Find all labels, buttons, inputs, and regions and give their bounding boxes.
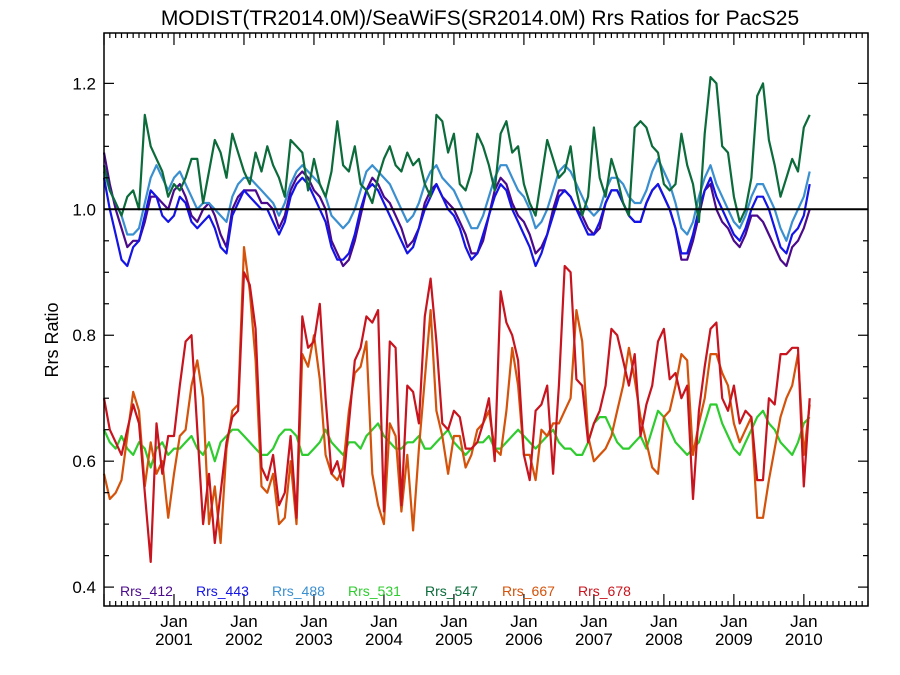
x-tick-label-month: Jan bbox=[580, 612, 607, 631]
legend-item-rrs-443: Rrs_443 bbox=[196, 583, 249, 599]
legend-item-rrs-678: Rrs_678 bbox=[578, 583, 631, 599]
legend-item-rrs-412: Rrs_412 bbox=[120, 583, 173, 599]
legend-item-rrs-547: Rrs_547 bbox=[425, 583, 478, 599]
x-tick-label-month: Jan bbox=[160, 612, 187, 631]
series-line-rrs-667 bbox=[102, 246, 811, 545]
series-line-rrs-547 bbox=[102, 75, 811, 223]
x-tick-label-month: Jan bbox=[230, 612, 257, 631]
x-tick-label-year: 2005 bbox=[435, 630, 473, 649]
plot-frame bbox=[103, 32, 869, 607]
x-tick-label-month: Jan bbox=[720, 612, 747, 631]
x-tick-label-year: 2004 bbox=[365, 630, 403, 649]
x-tick-label-year: 2010 bbox=[785, 630, 823, 649]
x-axis: Jan2001Jan2002Jan2003Jan2004Jan2005Jan20… bbox=[103, 33, 869, 649]
plot-lines bbox=[102, 75, 811, 564]
legend-item-rrs-531: Rrs_531 bbox=[348, 583, 401, 599]
y-tick-label: 0.8 bbox=[72, 326, 96, 345]
x-tick-label-year: 2002 bbox=[225, 630, 263, 649]
x-tick-label-month: Jan bbox=[440, 612, 467, 631]
y-axis: 0.4 0.6 0.8 1.0 1.2 bbox=[72, 74, 868, 597]
series-line-rrs-488 bbox=[102, 157, 811, 242]
y-tick-label: 1.0 bbox=[72, 200, 96, 219]
series-line-rrs-443 bbox=[102, 176, 811, 268]
legend: Rrs_412 Rrs_443 Rrs_488 Rrs_531 Rrs_547 Rrs_6… bbox=[120, 583, 631, 599]
x-tick-label-year: 2008 bbox=[645, 630, 683, 649]
series-line-rrs-412 bbox=[102, 152, 811, 268]
x-tick-label-year: 2009 bbox=[715, 630, 753, 649]
x-tick-label-month: Jan bbox=[370, 612, 397, 631]
chart-title: MODIST(TR2014.0M)/SeaWiFS(SR2014.0M) Rrs… bbox=[161, 7, 799, 30]
x-tick-label-month: Jan bbox=[790, 612, 817, 631]
legend-item-rrs-488: Rrs_488 bbox=[272, 583, 325, 599]
y-tick-label: 0.6 bbox=[72, 452, 96, 471]
series-line-rrs-678 bbox=[102, 264, 811, 564]
x-tick-label-year: 2006 bbox=[505, 630, 543, 649]
x-tick-label-year: 2001 bbox=[155, 630, 193, 649]
x-tick-label-year: 2003 bbox=[295, 630, 333, 649]
x-tick-label-month: Jan bbox=[300, 612, 327, 631]
y-axis-label: Rrs Ratio bbox=[42, 302, 62, 377]
x-tick-label-month: Jan bbox=[650, 612, 677, 631]
x-tick-label-month: Jan bbox=[510, 612, 537, 631]
y-tick-label: 1.2 bbox=[72, 74, 96, 93]
legend-item-rrs-667: Rrs_667 bbox=[502, 583, 555, 599]
y-tick-label: 0.4 bbox=[72, 578, 96, 597]
x-tick-label-year: 2007 bbox=[575, 630, 613, 649]
